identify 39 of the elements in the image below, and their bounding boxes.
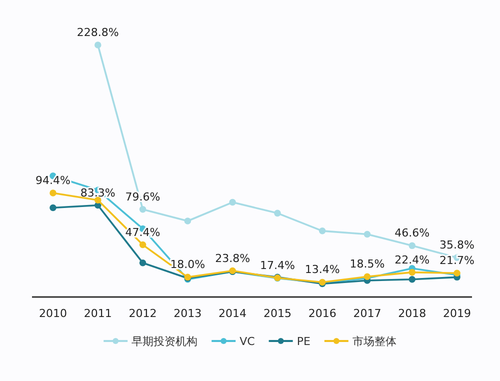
data-label: 94.4%: [36, 174, 70, 188]
data-label: 21.7%: [440, 254, 474, 268]
legend-label: VC: [240, 335, 256, 348]
point: [408, 242, 416, 250]
point: [318, 228, 326, 234]
x-tick-label: 2014: [218, 306, 247, 320]
x-tick-label: 2016: [308, 306, 336, 320]
point: [408, 276, 416, 283]
data-label: 18.5%: [350, 258, 385, 271]
legend-label: 市场整体: [352, 335, 396, 348]
point: [50, 204, 56, 212]
data-label: 79.6%: [125, 190, 160, 204]
data-label: 35.8%: [440, 238, 474, 252]
legend-label: 早期投资机构: [132, 335, 198, 348]
point: [94, 42, 102, 48]
x-tick-label: 2010: [39, 306, 67, 320]
x-tick-label: 2015: [263, 306, 292, 320]
data-label: 228.8%: [76, 26, 119, 39]
point: [408, 268, 416, 276]
x-tick-label: 2012: [128, 306, 157, 320]
point: [229, 198, 236, 206]
point: [184, 218, 192, 224]
point: [274, 210, 281, 217]
data-label: 22.4%: [394, 253, 430, 266]
x-tick-label: 2017: [353, 306, 382, 320]
x-tick-label: 2019: [443, 306, 471, 320]
data-label: 23.8%: [215, 252, 250, 265]
data-label: 13.4%: [304, 263, 340, 276]
point: [50, 190, 56, 196]
x-tick-label: 2011: [84, 306, 112, 320]
x-tick-label: 2018: [398, 306, 426, 320]
point: [139, 241, 146, 248]
x-tick-label: 2013: [174, 306, 202, 320]
point: [139, 259, 146, 266]
point: [364, 230, 371, 238]
data-label: 17.4%: [260, 258, 295, 272]
data-label: 46.6%: [394, 226, 430, 240]
legend-label: PE: [296, 335, 310, 348]
point: [139, 206, 146, 213]
